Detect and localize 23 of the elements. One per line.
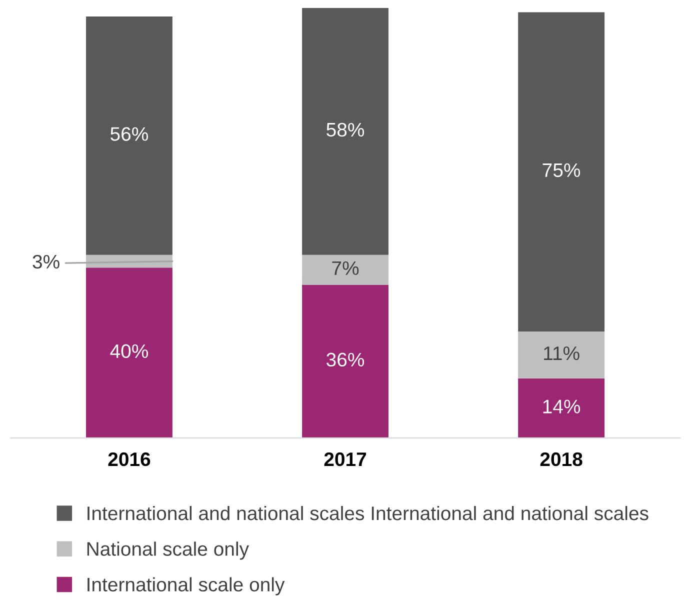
x-tick-label: 2017 <box>324 452 366 466</box>
legend-label: International scale only <box>88 577 285 596</box>
x-tick-label: 2018 <box>540 452 582 466</box>
bar <box>518 332 605 378</box>
bar <box>302 8 388 255</box>
data-label: 40% <box>110 344 148 358</box>
legend-label: National scale only <box>87 542 249 560</box>
bar <box>86 268 172 438</box>
x-tick-label: 2016 <box>108 452 150 466</box>
bar <box>302 284 388 438</box>
legend-label: International and national scales International and national scales <box>88 506 648 520</box>
bar <box>518 378 605 438</box>
bar <box>86 16 172 255</box>
bar <box>302 254 388 285</box>
bar <box>518 12 605 332</box>
data-label: 58% <box>326 122 364 137</box>
data-label: 11% <box>544 346 580 360</box>
data-label: 3% <box>32 254 60 269</box>
data-label: 7% <box>332 261 359 275</box>
data-label: 75% <box>542 163 580 178</box>
data-label: 56% <box>110 127 148 141</box>
data-label: 36% <box>326 352 364 367</box>
data-label: 14% <box>543 400 580 414</box>
